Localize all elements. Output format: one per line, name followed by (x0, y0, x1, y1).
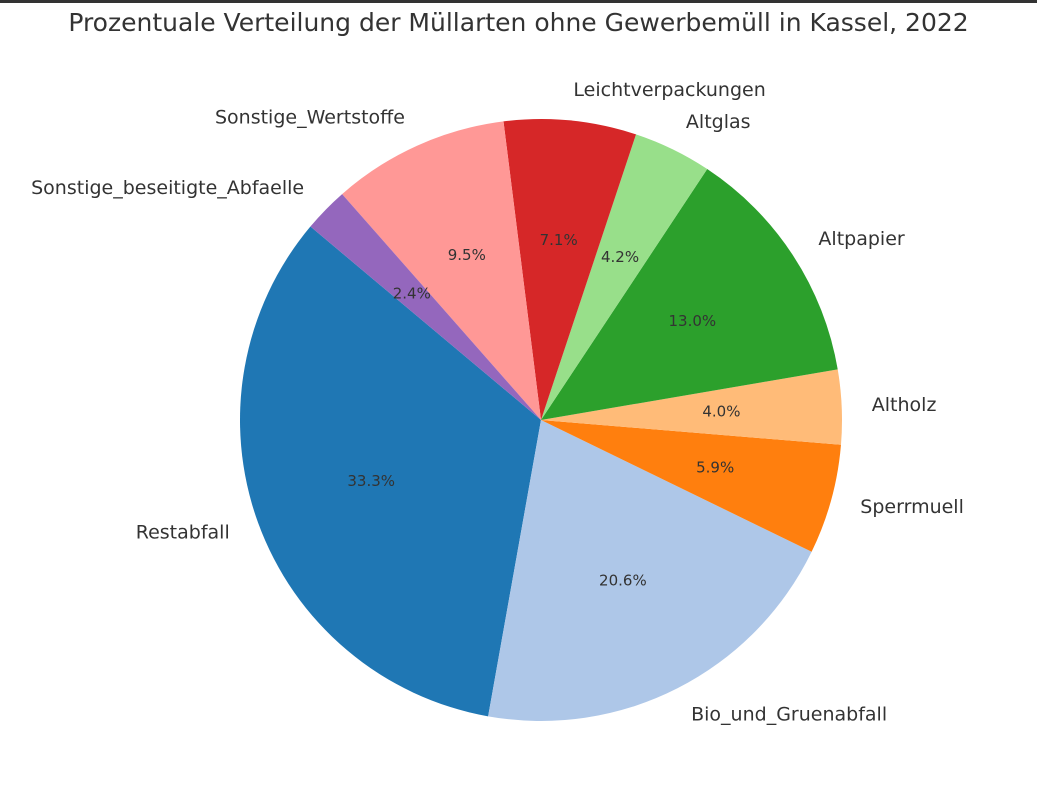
slice-label-bio-und-gruenabfall: Bio_und_Gruenabfall (691, 704, 887, 726)
pie-slice-altholz (541, 369, 842, 445)
slice-label-sonstige-wertstoffe: Sonstige_Wertstoffe (215, 107, 405, 129)
chart-title: Prozentuale Verteilung der Müllarten ohn… (68, 8, 969, 37)
slice-percent-leichtverpackungen: 7.1% (540, 231, 578, 249)
pie-slice-sperrmuell (541, 420, 841, 552)
slice-label-altpapier: Altpapier (818, 228, 904, 250)
pie-slice-bio-und-gruenabfall (488, 420, 812, 721)
slice-percent-altpapier: 13.0% (668, 312, 716, 330)
slice-percent-sonstige-beseitigte-abfaelle: 2.4% (393, 284, 431, 302)
slice-percent-sperrmuell: 5.9% (696, 458, 734, 476)
slice-percent-sonstige-wertstoffe: 9.5% (448, 246, 486, 264)
slice-label-altglas: Altglas (686, 111, 751, 133)
pie-slice-sonstige-beseitigte-abfaelle (310, 194, 541, 420)
slice-label-altholz: Altholz (872, 394, 937, 416)
slice-label-sonstige-beseitigte-abfaelle: Sonstige_beseitigte_Abfaelle (31, 177, 304, 199)
slice-label-leichtverpackungen: Leichtverpackungen (573, 79, 765, 101)
slice-percent-altglas: 4.2% (601, 248, 639, 266)
slice-percent-restabfall: 33.3% (347, 472, 395, 490)
pie-slice-altpapier (541, 169, 838, 420)
pie-slice-restabfall (240, 226, 541, 717)
pie-slice-altglas (541, 134, 708, 421)
slice-label-restabfall: Restabfall (136, 521, 230, 543)
slice-label-sperrmuell: Sperrmuell (860, 496, 964, 518)
top-border (0, 0, 1037, 3)
pie-slice-leichtverpackungen (503, 119, 637, 421)
slice-percent-bio-und-gruenabfall: 20.6% (599, 571, 647, 589)
pie-slice-sonstige-wertstoffe (342, 121, 541, 420)
slice-percent-altholz: 4.0% (702, 403, 740, 421)
